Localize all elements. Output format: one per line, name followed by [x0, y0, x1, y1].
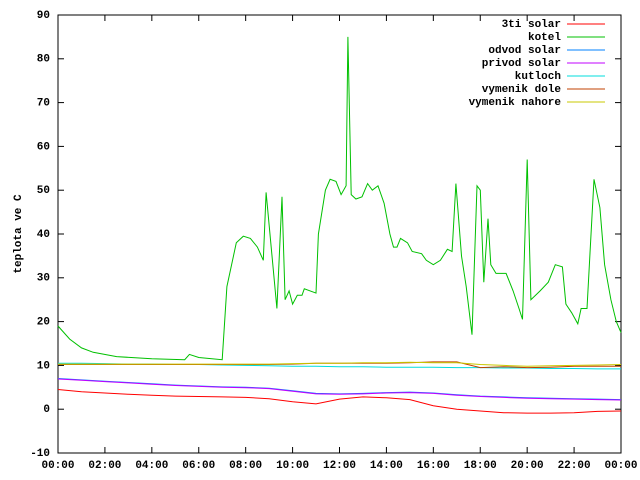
x-tick-label: 20:00 — [511, 460, 544, 472]
y-tick-label: -10 — [30, 448, 50, 460]
x-tick-label: 14:00 — [370, 460, 403, 472]
y-tick-label: 30 — [37, 273, 50, 285]
legend-label: kutloch — [515, 71, 561, 83]
y-tick-label: 50 — [37, 185, 50, 197]
y-tick-label: 80 — [37, 54, 50, 66]
x-tick-label: 00:00 — [41, 460, 74, 472]
y-tick-label: 60 — [37, 141, 50, 153]
series-line — [57, 389, 622, 414]
legend-label: odvod solar — [488, 45, 561, 57]
x-tick-label: 22:00 — [558, 460, 591, 472]
x-tick-label: 12:00 — [323, 460, 356, 472]
legend-label: 3ti solar — [502, 19, 561, 31]
legend-label: vymenik nahore — [469, 97, 562, 109]
y-axis-label: teplota ve C — [13, 194, 25, 274]
y-tick-label: 40 — [37, 229, 50, 241]
series-line — [57, 378, 622, 401]
series-line — [57, 36, 622, 361]
legend-label: vymenik dole — [482, 84, 562, 96]
x-tick-label: 02:00 — [88, 460, 121, 472]
x-tick-label: 10:00 — [276, 460, 309, 472]
y-tick-label: 70 — [37, 98, 50, 110]
series-line — [58, 361, 622, 367]
x-tick-label: 18:00 — [464, 460, 497, 472]
series-line — [57, 378, 622, 401]
x-tick-label: 16:00 — [417, 460, 450, 472]
x-tick-label: 04:00 — [135, 460, 168, 472]
x-tick-label: 06:00 — [182, 460, 215, 472]
y-tick-label: 20 — [37, 317, 50, 329]
y-tick-label: 0 — [43, 404, 50, 416]
x-tick-label: 08:00 — [229, 460, 262, 472]
legend-label: kotel — [528, 32, 561, 44]
y-tick-label: 10 — [37, 360, 50, 372]
legend-label: privod solar — [482, 58, 561, 70]
x-tick-label: 00:00 — [604, 460, 637, 472]
y-tick-label: 90 — [37, 10, 50, 22]
